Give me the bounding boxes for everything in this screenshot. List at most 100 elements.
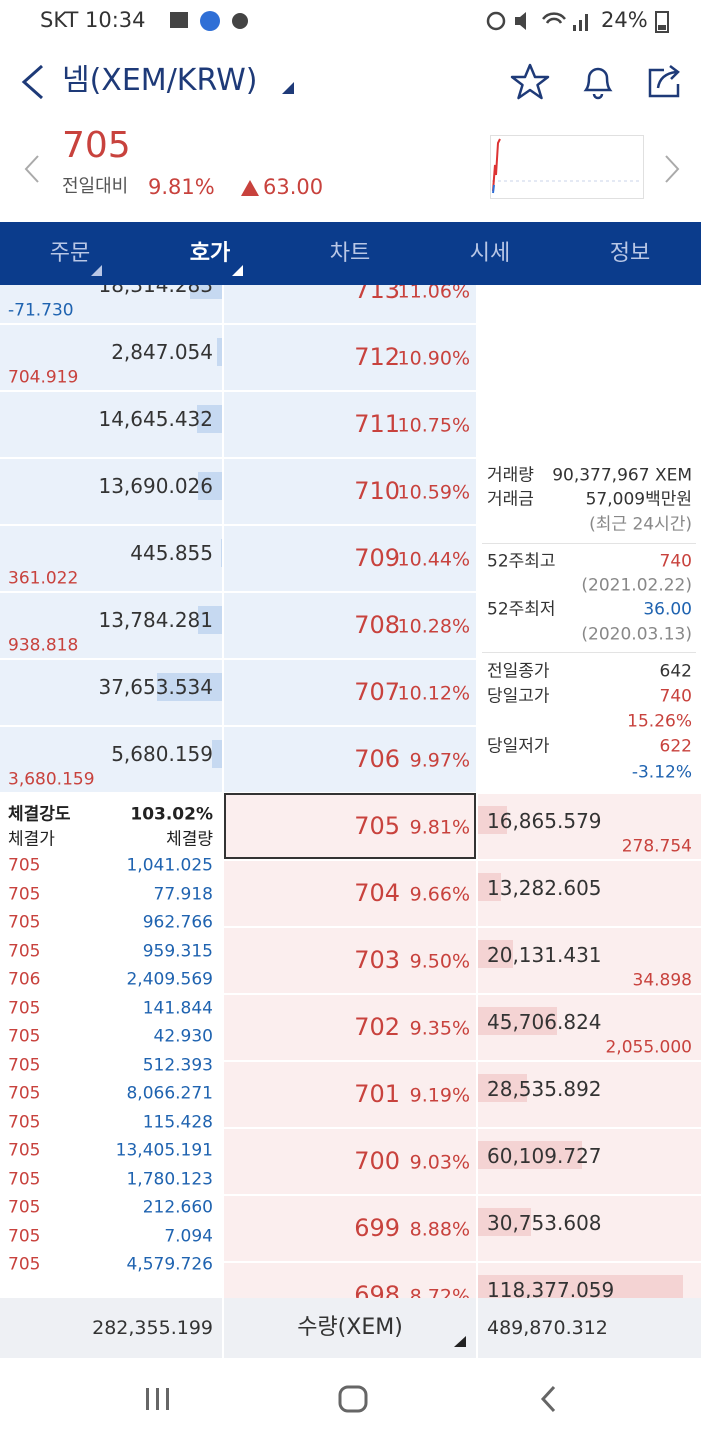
bid-price: 705 <box>354 812 400 840</box>
tab-dropdown <box>232 265 243 276</box>
prev-coin-button[interactable] <box>22 154 42 184</box>
trade-quantity: 141.844 <box>142 998 213 1018</box>
ask-rate: 10.44% <box>397 548 470 571</box>
alarm-button[interactable] <box>580 62 616 102</box>
bid-volume-bar <box>478 1275 683 1298</box>
ask-quantity-change: 938.818 <box>8 635 79 656</box>
info-label: 거래금 <box>487 489 534 510</box>
bid-volume-bar <box>478 940 513 968</box>
bid-volume-bar <box>478 873 501 901</box>
info-value: (2021.02.22) <box>581 575 692 596</box>
ask-quantity-cell <box>0 593 222 658</box>
info-value: 642 <box>659 661 692 682</box>
status-icons <box>170 11 248 31</box>
recent-apps-button[interactable] <box>143 1386 173 1412</box>
unit-selector[interactable]: 수량(XEM) <box>297 1315 403 1340</box>
trade-price: 705 <box>8 1254 41 1275</box>
tab[interactable]: 정보 <box>609 241 651 266</box>
bid-quantity-change: 34.898 <box>632 970 692 991</box>
title-dropdown[interactable] <box>280 82 296 96</box>
bid-rate: 8.88% <box>409 1218 470 1241</box>
bid-price-cell <box>224 793 476 859</box>
trade-price: 705 <box>8 998 41 1018</box>
next-coin-button[interactable] <box>662 154 682 184</box>
bid-price: 699 <box>354 1214 400 1242</box>
trade-price: 705 <box>8 884 41 904</box>
tab[interactable]: 주문 <box>49 241 91 266</box>
ask-quantity: 18,314.283 <box>98 285 213 297</box>
bid-price: 703 <box>354 946 400 974</box>
battery-level: 24% <box>601 8 648 32</box>
bid-rate: 9.81% <box>409 816 470 839</box>
tab[interactable]: 차트 <box>329 241 371 266</box>
ask-volume-bar <box>190 285 222 299</box>
ask-quantity: 445.855 <box>130 541 213 565</box>
ask-volume-bar <box>217 338 222 366</box>
ask-price: 707 <box>354 678 400 706</box>
bid-quantity: 45,706.824 <box>487 1010 602 1034</box>
ask-quantity-cell <box>0 392 222 457</box>
info-label: 거래량 <box>487 465 534 486</box>
bid-price: 704 <box>354 879 400 907</box>
status-icons-right <box>486 11 588 31</box>
mini-chart <box>490 135 644 199</box>
totals-mid-cell[interactable] <box>224 1298 476 1358</box>
ask-quantity-cell <box>0 459 222 524</box>
info-value: 15.26% <box>627 711 692 732</box>
order-book: 18,314.283 -71.730 713 11.06% 2,847.054 704.9… <box>0 285 701 1298</box>
ask-quantity-cell <box>0 325 222 390</box>
trade-quantity: 212.660 <box>142 1197 213 1218</box>
bid-price-cell <box>224 1062 476 1127</box>
page-title[interactable]: 넴(XEM/KRW) <box>62 63 258 98</box>
carrier-time: SKT 10:34 <box>40 8 146 32</box>
info-label: 당일고가 <box>487 686 550 707</box>
trade-quantity: 512.393 <box>142 1055 213 1075</box>
info-value: 622 <box>659 736 692 757</box>
trade-quantity: 2,409.569 <box>126 969 213 990</box>
status-bar: SKT 10:34 24% <box>0 0 701 42</box>
ask-price-cell <box>224 660 476 725</box>
bid-total: 489,870.312 <box>487 1317 608 1339</box>
ask-rate: 10.12% <box>397 682 470 705</box>
share-button[interactable] <box>646 62 686 102</box>
favorite-button[interactable] <box>510 62 550 102</box>
unit-dropdown[interactable] <box>453 1336 467 1348</box>
bid-quantity-cell <box>478 928 701 993</box>
tab[interactable]: 호가 <box>189 241 231 266</box>
ask-quantity: 37,653.534 <box>98 675 213 699</box>
trade-quantity: 962.766 <box>142 912 213 933</box>
ask-rate: 10.59% <box>397 481 470 504</box>
tab[interactable]: 시세 <box>469 241 511 266</box>
trades-header: 체결량 <box>166 829 213 850</box>
trade-quantity: 1,780.123 <box>126 1169 213 1189</box>
bid-price: 702 <box>354 1013 400 1041</box>
trade-price: 705 <box>8 1169 41 1189</box>
ask-quantity-change: -71.730 <box>8 300 74 321</box>
ask-price: 713 <box>354 285 400 304</box>
bid-rate: 9.03% <box>409 1151 470 1174</box>
bid-price: 700 <box>354 1147 400 1175</box>
bid-price: 701 <box>354 1080 400 1108</box>
home-button[interactable] <box>337 1384 369 1414</box>
ask-volume-bar <box>212 740 222 768</box>
ask-quantity-cell <box>0 727 222 792</box>
ask-rate: 10.75% <box>397 414 470 437</box>
ask-price: 711 <box>354 410 400 438</box>
trade-quantity: 959.315 <box>142 941 213 961</box>
change-label: 전일대비 <box>62 176 129 197</box>
bid-volume-bar <box>478 1208 532 1236</box>
trade-price: 705 <box>8 1197 41 1218</box>
bid-volume-bar <box>478 1074 528 1102</box>
bid-quantity-change: 278.754 <box>621 836 692 857</box>
bid-price-cell <box>224 995 476 1060</box>
trade-price: 705 <box>8 1083 41 1104</box>
trade-price: 706 <box>8 969 41 990</box>
info-value: 740 <box>659 686 692 707</box>
ask-volume-bar <box>198 472 222 500</box>
back-nav-button[interactable] <box>538 1385 560 1413</box>
bid-quantity: 30,753.608 <box>487 1211 602 1235</box>
header: 넴(XEM/KRW) <box>0 42 701 122</box>
ask-total: 282,355.199 <box>92 1317 213 1339</box>
trade-price: 705 <box>8 912 41 933</box>
back-button[interactable] <box>18 64 48 100</box>
